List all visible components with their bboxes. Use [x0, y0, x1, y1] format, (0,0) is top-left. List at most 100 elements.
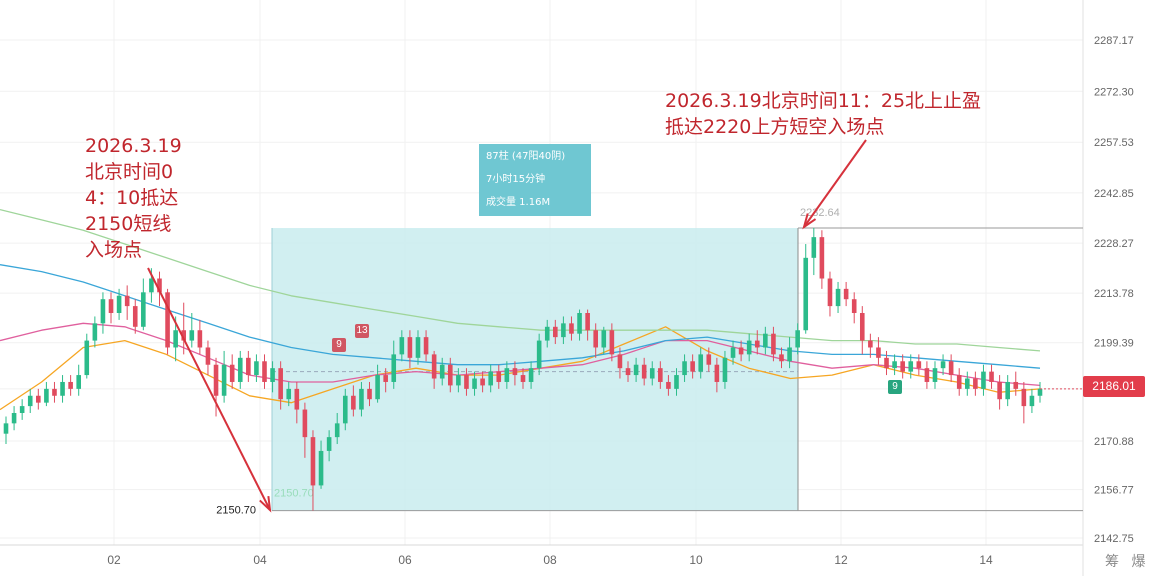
right-arrow-head: [802, 213, 817, 230]
candle-body: [561, 323, 566, 338]
moving-average-line: [0, 208, 1041, 352]
candle-body: [956, 375, 962, 389]
candle-body: [262, 361, 267, 382]
candle-body: [989, 371, 994, 382]
candle-body: [819, 237, 825, 279]
candle-body: [447, 364, 453, 386]
candle-body: [722, 357, 728, 382]
candle-body: [488, 371, 493, 386]
candle-body: [658, 368, 663, 382]
candle-body: [577, 313, 582, 334]
candle-body: [536, 340, 542, 369]
candle-body: [997, 381, 1002, 400]
candle-body: [593, 330, 599, 348]
candle-body: [76, 375, 82, 389]
candle-body: [940, 361, 946, 369]
range-low-axis-label: 2150.70: [216, 505, 256, 517]
moving-average-line: [0, 322, 1041, 387]
y-tick-label: 2242.85: [1094, 188, 1134, 200]
candle-body: [585, 313, 590, 331]
candle-body: [302, 409, 308, 438]
candle-body: [326, 437, 332, 451]
sequence-badge: 9: [888, 380, 902, 394]
candle-body: [165, 292, 170, 348]
left-entry-annotation: 2026.3.19 北京时间0 4：10抵达 2150短线 入场点: [85, 135, 182, 261]
candle-body: [730, 347, 736, 358]
candle-body: [84, 340, 90, 376]
candle-body: [157, 278, 162, 293]
candle-body: [11, 413, 17, 424]
candle-body: [351, 395, 356, 410]
candle-body: [439, 364, 445, 379]
x-tick-label: 14: [979, 553, 993, 567]
candle-body: [286, 388, 292, 400]
candle-body: [674, 375, 679, 389]
y-tick-label: 2170.88: [1094, 436, 1134, 448]
sequence-badge: 9: [332, 338, 346, 352]
candle-body: [698, 354, 704, 372]
candle-body: [254, 361, 259, 376]
candle-body: [617, 354, 623, 369]
candle-body: [908, 361, 914, 372]
y-tick-label: 2257.53: [1094, 137, 1134, 149]
candle-body: [754, 340, 760, 348]
candle-body: [795, 330, 800, 348]
candle-body: [278, 368, 283, 400]
candle-body: [237, 357, 243, 382]
candle-body: [1021, 388, 1027, 407]
candle-body: [924, 368, 930, 382]
y-tick-label: 2287.17: [1094, 35, 1134, 47]
candle-body: [1005, 381, 1010, 400]
candle-body: [108, 299, 114, 313]
candle-body: [690, 361, 695, 372]
candle-body: [116, 295, 122, 313]
candle-body: [229, 364, 235, 382]
candle-body: [973, 378, 978, 389]
candle-body: [553, 326, 558, 338]
candle-body: [504, 368, 510, 382]
candle-body: [399, 337, 405, 355]
candle-body: [100, 299, 106, 324]
candle-body: [843, 288, 849, 300]
range-volume: 成交量 1.16M: [486, 197, 551, 208]
candle-body: [149, 278, 154, 293]
candle-body: [68, 381, 73, 389]
candle-body: [544, 326, 550, 341]
x-tick-label: 04: [253, 553, 267, 567]
candle-body: [367, 388, 372, 400]
current-price-tag: 2186.01: [1083, 376, 1145, 397]
candle-body: [746, 340, 752, 355]
candle-body: [464, 375, 469, 389]
candle-body: [714, 364, 720, 382]
candle-body: [52, 388, 57, 396]
candle-body: [197, 330, 203, 348]
candle-body: [779, 354, 784, 362]
y-tick-label: 2199.39: [1094, 338, 1134, 350]
candle-body: [916, 361, 922, 369]
candle-body: [294, 388, 300, 410]
candle-body: [811, 237, 817, 258]
candle-body: [310, 437, 316, 486]
x-tick-label: 02: [107, 553, 121, 567]
candle-body: [803, 257, 809, 331]
range-duration: 7小时15分钟: [486, 174, 546, 185]
candle-body: [124, 295, 130, 307]
candle-body: [431, 354, 437, 379]
candle-body: [1013, 381, 1019, 389]
right-arrow: [803, 139, 867, 228]
y-tick-label: 2142.75: [1094, 533, 1134, 545]
range-low-label: 2150.70: [274, 488, 314, 500]
candle-body: [649, 368, 655, 379]
candle-body: [738, 347, 744, 355]
candle-body: [682, 361, 687, 376]
candle-body: [318, 450, 324, 486]
candle-body: [132, 306, 138, 327]
range-high-label: 2232.64: [800, 207, 840, 219]
candle-body: [27, 395, 33, 407]
candle-body: [181, 330, 187, 341]
candle-body: [835, 288, 841, 307]
candle-body: [334, 423, 340, 438]
candle-body: [609, 330, 615, 355]
watermark: 筹 爆: [1105, 554, 1150, 570]
